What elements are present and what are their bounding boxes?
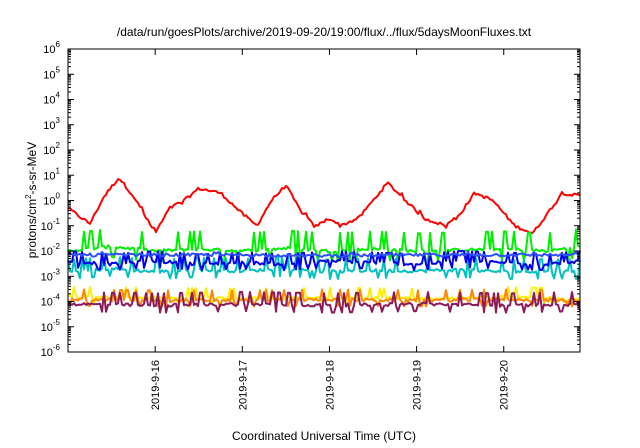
x-tick-label: 2019-9-17 xyxy=(237,360,249,410)
x-tick-label: 2019-9-20 xyxy=(499,360,511,410)
y-tick-base: 10 xyxy=(41,246,53,258)
y-tick-label: 101 xyxy=(43,166,60,182)
y-tick-base: 10 xyxy=(41,271,53,283)
y-tick-label: 10-6 xyxy=(41,343,61,359)
series-line-5 xyxy=(67,251,581,259)
x-axis-label: Coordinated Universal Time (UTC) xyxy=(232,429,416,443)
x-tick-label: 2019-9-16 xyxy=(150,360,162,410)
y-tick-label: 104 xyxy=(43,91,60,107)
y-tick-exp: -4 xyxy=(53,293,61,302)
y-tick-label: 103 xyxy=(43,116,60,132)
y-tick-base: 10 xyxy=(41,297,53,309)
y-tick-base: 10 xyxy=(43,196,55,208)
y-tick-label: 10-5 xyxy=(41,318,61,334)
y-tick-exp: 6 xyxy=(56,40,61,49)
y-tick-exp: -1 xyxy=(53,217,61,226)
y-tick-label: 100 xyxy=(43,192,60,208)
y-tick-base: 10 xyxy=(43,170,55,182)
y-tick-base: 10 xyxy=(41,221,53,233)
y-tick-base: 10 xyxy=(41,347,53,359)
y-tick-label: 10-3 xyxy=(41,267,61,283)
series-line-1 xyxy=(67,178,581,235)
y-tick-label: 10-1 xyxy=(41,217,61,233)
series-layer xyxy=(67,178,581,314)
y-tick-exp: 3 xyxy=(56,116,61,125)
y-axis-label-post: -s-sr-MeV xyxy=(25,142,39,195)
y-tick-exp: 1 xyxy=(56,166,61,175)
series-line-3 xyxy=(67,255,581,280)
y-tick-base: 10 xyxy=(43,145,55,157)
y-tick-exp: 2 xyxy=(56,141,61,150)
series-line-2 xyxy=(67,228,581,263)
y-tick-label: 10-2 xyxy=(41,242,61,258)
y-axis-label-pre: protons/cm xyxy=(25,199,39,258)
y-tick-base: 10 xyxy=(43,69,55,81)
y-tick-exp: -6 xyxy=(53,343,61,352)
y-tick-label: 106 xyxy=(43,40,60,56)
y-tick-label: 102 xyxy=(43,141,60,157)
y-tick-exp: -2 xyxy=(53,242,61,251)
y-tick-exp: -3 xyxy=(53,267,61,276)
y-tick-exp: 0 xyxy=(56,192,61,201)
y-tick-base: 10 xyxy=(43,120,55,132)
y-axis: 10-610-510-410-310-210-11001011021031041… xyxy=(41,40,580,359)
y-tick-exp: -5 xyxy=(53,318,61,327)
series-line-4 xyxy=(67,250,581,272)
y-axis-label: protons/cm2-s-sr-MeV xyxy=(24,142,39,258)
y-tick-exp: 4 xyxy=(56,91,61,100)
y-axis-label-sup: 2 xyxy=(24,194,33,199)
y-tick-label: 10-4 xyxy=(41,293,61,309)
y-tick-exp: 5 xyxy=(56,65,61,74)
y-tick-label: 105 xyxy=(43,65,60,81)
y-tick-base: 10 xyxy=(43,95,55,107)
x-tick-label: 2019-9-19 xyxy=(412,360,424,410)
y-tick-base: 10 xyxy=(41,322,53,334)
chart-title: /data/run/goesPlots/archive/2019-09-20/1… xyxy=(117,25,532,39)
series-line-8 xyxy=(67,290,581,314)
x-tick-label: 2019-9-18 xyxy=(324,360,336,410)
x-axis: 2019-9-16 2019-9-17 2019-9-18 2019-9-19 2019… xyxy=(150,49,511,410)
y-tick-base: 10 xyxy=(43,44,55,56)
